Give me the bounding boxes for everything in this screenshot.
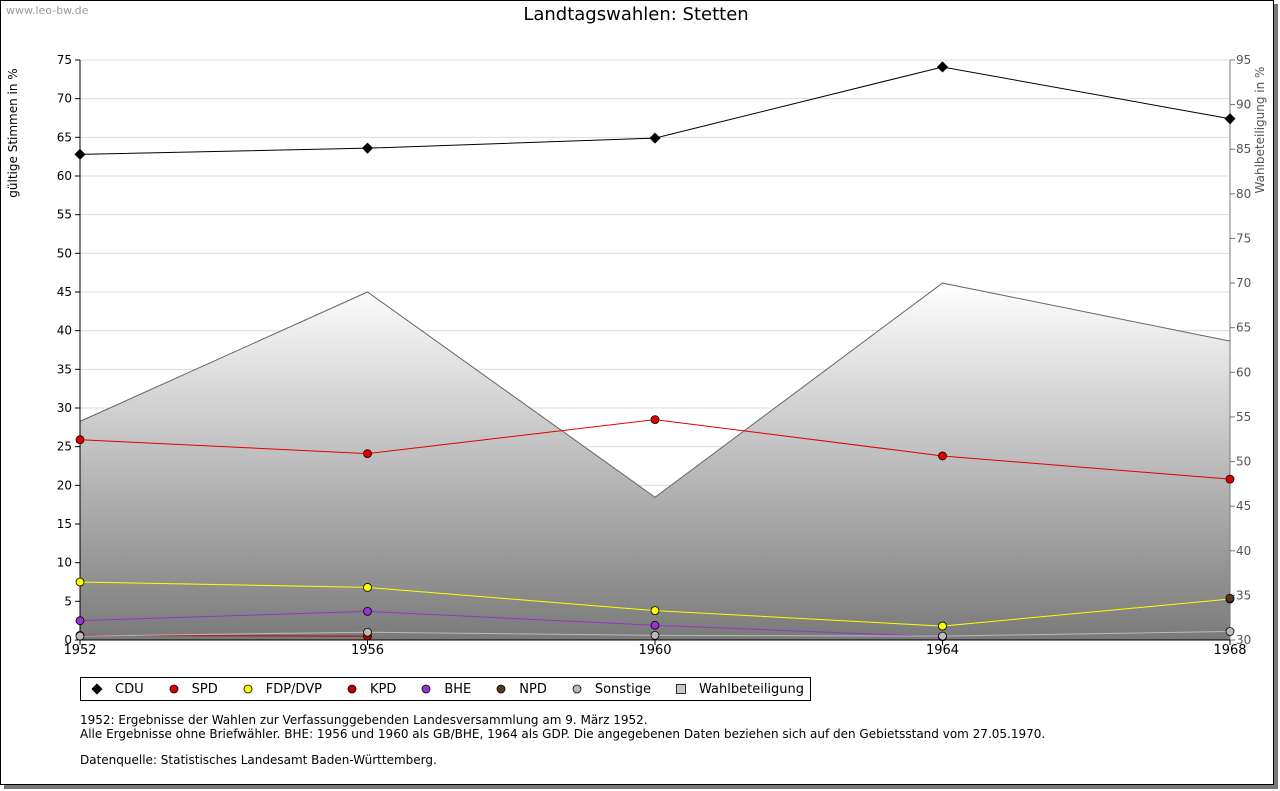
- x-tick-label: 1952: [63, 643, 96, 658]
- legend-item-npd: NPD: [495, 682, 547, 697]
- y2-tick-label: 60: [1236, 365, 1251, 379]
- y2-tick-label: 70: [1236, 276, 1251, 290]
- data-point-spd: [1225, 474, 1235, 484]
- data-point-fdp-dvp: [75, 577, 85, 587]
- legend-marker-cdu: [91, 683, 103, 695]
- data-point-npd: [1225, 593, 1235, 603]
- y-tick-label: 30: [57, 401, 72, 415]
- y2-tick-label: 80: [1236, 187, 1251, 201]
- y-tick-label: 75: [57, 53, 72, 67]
- y-tick-label: 70: [57, 92, 72, 106]
- legend-item-cdu: CDU: [91, 682, 144, 697]
- data-point-cdu: [74, 148, 86, 160]
- legend-marker-kpd: [346, 683, 358, 695]
- y-tick-label: 65: [57, 130, 72, 144]
- y-tick-label: 45: [57, 285, 72, 299]
- legend: CDU SPD FDP/DVP KPD BHE NPD Sonstige Wahlbeteil…: [80, 677, 812, 701]
- legend-label-sonstige: Sonstige: [594, 681, 652, 697]
- legend-label-bhe: BHE: [444, 681, 472, 697]
- data-point-sonstige: [75, 631, 85, 641]
- data-point-spd: [650, 415, 660, 425]
- y-tick-label: 10: [57, 556, 72, 570]
- footnote-general: Alle Ergebnisse ohne Briefwähler. BHE: 1…: [80, 727, 1046, 741]
- y-tick-label: 5: [64, 594, 72, 608]
- turnout-area-fill: [80, 283, 1230, 640]
- y2-tick-label: 75: [1236, 231, 1251, 245]
- legend-marker-wahlbeteiligung: [675, 683, 687, 695]
- data-point-sonstige: [938, 631, 947, 641]
- legend-item-fdp-dvp: FDP/DVP: [242, 682, 322, 697]
- x-tick-label: 1968: [1213, 643, 1246, 658]
- data-point-cdu: [649, 132, 661, 144]
- legend-label-kpd: KPD: [369, 681, 397, 697]
- y-axis-label: gültige Stimmen in %: [6, 68, 20, 197]
- legend-item-spd: SPD: [168, 682, 218, 697]
- x-tick-label: 1964: [926, 643, 959, 658]
- axis-labels: 0 5 10 15 20 25 30 35 40 45 50 55 60 65 70 75 30 35 40 45 50…: [6, 53, 1267, 658]
- x-tick-label: 1960: [638, 643, 671, 658]
- x-tick-label: 1956: [351, 643, 384, 658]
- data-point-spd: [75, 435, 85, 445]
- y2-tick-label: 65: [1236, 321, 1251, 335]
- y-tick-label: 50: [57, 246, 72, 260]
- y2-tick-label: 35: [1236, 588, 1251, 602]
- series-line-bhe: [79, 610, 943, 638]
- legend-item-kpd: KPD: [346, 682, 396, 697]
- footnotes: 1952: Ergebnisse der Wahlen zur Verfassu…: [80, 713, 1045, 767]
- y2-tick-label: 30: [1236, 633, 1251, 647]
- y-tick-label: 0: [64, 633, 72, 647]
- y-tick-label: 40: [57, 324, 72, 338]
- y2-tick-label: 40: [1236, 544, 1251, 558]
- data-point-spd: [363, 449, 372, 459]
- data-point-sonstige: [1225, 627, 1235, 636]
- legend-item-wahlbeteiligung: Wahlbeteiligung: [675, 682, 804, 697]
- legend-label-spd: SPD: [191, 681, 218, 697]
- legend-label-cdu: CDU: [115, 681, 144, 697]
- data-source: Datenquelle: Statistisches Landesamt Bad…: [80, 753, 437, 767]
- y-tick-label: 60: [57, 169, 72, 183]
- y2-tick-label: 50: [1236, 455, 1251, 469]
- y-tick-label: 55: [57, 208, 72, 222]
- watermark: www.leo-bw.de: [6, 4, 89, 17]
- data-point-cdu: [936, 61, 949, 73]
- series-lines: [74, 61, 1236, 642]
- data-point-spd: [938, 451, 947, 461]
- y-tick-label: 20: [57, 478, 72, 492]
- y2-axis-label: Wahlbeteiligung in %: [1253, 67, 1267, 194]
- y2-tick-label: 85: [1236, 142, 1251, 156]
- data-point-fdp-dvp: [938, 621, 947, 631]
- legend-label-wahlbeteiligung: Wahlbeteiligung: [699, 681, 805, 697]
- y-tick-label: 25: [57, 440, 72, 454]
- chart-title: Landtagswahlen: Stetten: [523, 4, 749, 25]
- data-point-cdu: [1224, 113, 1236, 125]
- y2-tick-label: 55: [1236, 410, 1251, 424]
- y2-tick-label: 45: [1236, 499, 1251, 513]
- footnote-1952: 1952: Ergebnisse der Wahlen zur Verfassu…: [80, 713, 648, 727]
- legend-label-fdp-dvp: FDP/DVP: [265, 681, 322, 697]
- data-point-fdp-dvp: [363, 583, 372, 592]
- turnout-area: [79, 282, 1231, 640]
- y-tick-label: 15: [57, 517, 72, 531]
- legend-marker-sonstige: [571, 683, 583, 695]
- data-point-bhe: [363, 606, 372, 616]
- data-point-cdu: [361, 142, 374, 154]
- legend-marker-npd: [495, 683, 507, 695]
- legend-label-npd: NPD: [519, 681, 547, 697]
- data-point-sonstige: [650, 630, 660, 640]
- turnout-line: [79, 282, 1231, 498]
- data-point-fdp-dvp: [650, 606, 660, 616]
- y2-tick-label: 95: [1236, 53, 1251, 67]
- y-tick-label: 35: [57, 362, 72, 376]
- data-point-sonstige: [363, 627, 372, 637]
- legend-marker-fdp-dvp: [242, 683, 254, 695]
- legend-item-bhe: BHE: [420, 682, 471, 697]
- data-point-bhe: [650, 620, 660, 630]
- legend-marker-spd: [168, 683, 180, 695]
- legend-item-sonstige: Sonstige: [571, 682, 651, 697]
- legend-marker-bhe: [420, 683, 432, 695]
- data-point-bhe: [75, 616, 85, 626]
- y2-tick-label: 90: [1236, 98, 1251, 112]
